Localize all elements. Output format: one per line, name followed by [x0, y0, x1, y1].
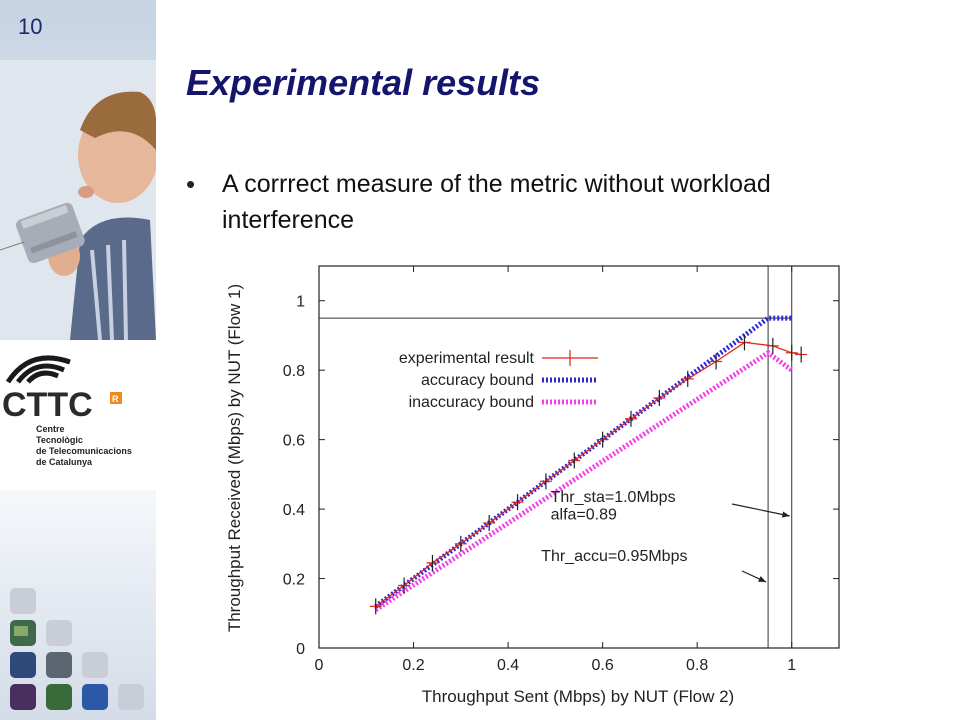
- legend-label: inaccuracy bound: [409, 394, 534, 411]
- y-tick-label: 0.4: [283, 502, 305, 519]
- y-tick-label: 0.8: [283, 363, 305, 380]
- throughput-chart: 0 0.2 0.4 0.6 0.8 1 0 0.2 0.4 0.6 0.8 1 experimenta…: [216, 246, 856, 714]
- bullet-item: A corrrect measure of the metric without…: [222, 170, 771, 234]
- arrow-thr-accu-head: [758, 576, 767, 582]
- legend-label: experimental result: [399, 350, 535, 367]
- x-tick-label: 0: [315, 657, 324, 674]
- chart-annotation: Thr_sta=1.0Mbps: [551, 489, 676, 506]
- y-tick-label: 0.2: [283, 572, 305, 589]
- y-tick-label: 0.6: [283, 433, 305, 450]
- sidebar: 10 CTTC R Centre Tecnològic de Telecomun…: [0, 0, 156, 720]
- legend-label: accuracy bound: [421, 372, 534, 389]
- chart-annotation: Thr_accu=0.95Mbps: [541, 548, 687, 565]
- series-line-inaccuracy-bound: [374, 349, 794, 612]
- x-axis-title: Throughput Sent (Mbps) by NUT (Flow 2): [422, 687, 734, 706]
- x-tick-label: 0.4: [497, 657, 519, 674]
- slide-title: Experimental results: [186, 62, 541, 103]
- y-tick-label: 1: [296, 294, 305, 311]
- cttc-wordmark: CTTC: [2, 386, 93, 424]
- bullet-marker: •: [186, 169, 196, 199]
- y-tick-label: 0: [296, 641, 305, 658]
- logo-badge: R: [112, 394, 119, 404]
- boy-tin-can-phone-photo: [0, 60, 156, 340]
- x-tick-label: 0.8: [686, 657, 708, 674]
- x-tick-label: 1: [787, 657, 796, 674]
- cttc-logo: CTTC R: [0, 340, 156, 490]
- x-tick-label: 0.6: [592, 657, 614, 674]
- arrow-thr-sta-head: [781, 511, 790, 518]
- y-axis-title: Throughput Received (Mbps) by NUT (Flow …: [225, 284, 244, 632]
- decorative-tiles: [10, 588, 144, 710]
- arrow-thr-sta: [731, 503, 790, 517]
- x-tick-label: 0.2: [402, 657, 424, 674]
- chart-annotation: alfa=0.89: [551, 507, 617, 524]
- cttc-full-name: Centre Tecnològic de Telecomunicacions d…: [36, 424, 132, 467]
- slide-number: 10: [18, 14, 43, 39]
